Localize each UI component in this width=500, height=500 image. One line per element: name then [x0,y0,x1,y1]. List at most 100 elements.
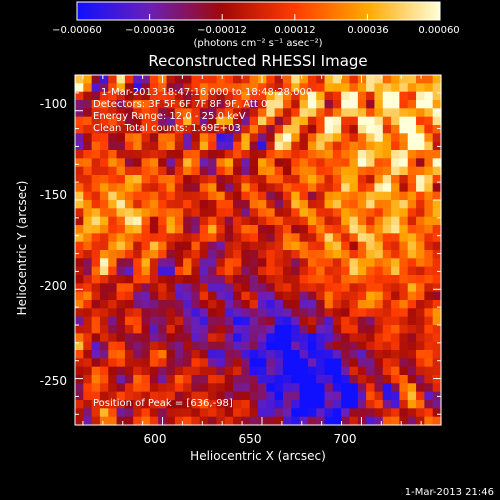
image-cell [108,75,118,84]
image-cell [199,75,209,84]
image-cell [166,108,176,118]
image-cell [391,266,401,276]
image-cell [258,258,267,268]
image-cell [174,333,184,343]
image-cell [324,416,334,426]
image-cell [407,391,417,401]
image-cell [432,183,442,193]
image-cell [199,325,209,334]
image-cell [399,308,409,318]
image-cell [407,200,417,209]
image-cell [116,200,126,209]
image-cell [366,416,376,426]
image-cell [382,416,392,426]
image-cell [258,333,267,343]
image-cell [366,100,376,109]
image-cell [416,183,425,193]
image-cell [241,191,251,201]
image-cell [291,283,301,293]
image-cell [332,150,342,159]
image-cell [183,158,193,168]
image-cell [324,391,334,401]
image-cell [391,275,401,284]
image-cell [307,191,317,201]
image-cell [357,241,367,251]
image-cell [108,233,118,243]
image-cell [158,233,168,243]
image-cell [83,100,93,109]
image-cell [424,108,434,118]
image-cell [316,383,326,393]
image-cell [282,233,292,243]
image-cell [299,108,309,118]
image-cell [116,141,126,151]
image-cell [124,116,134,126]
image-cell [241,200,251,209]
image-cell [191,216,201,226]
colorbar-tick-label: −0.00036 [125,25,175,36]
image-cell [224,325,234,334]
image-cell [141,191,151,201]
image-cell [83,325,93,334]
image-cell [83,141,93,151]
image-cell [316,408,326,418]
image-cell [357,308,367,318]
image-cell [174,341,184,351]
image-cell [224,258,234,268]
image-cell [382,375,392,384]
image-cell [233,208,242,218]
image-cell [241,175,251,184]
image-cell [391,233,401,243]
image-cell [224,175,234,184]
image-cell [241,291,251,301]
image-cell [307,166,317,176]
image-cell [266,158,276,168]
image-cell [108,116,118,126]
image-cell [224,241,234,251]
image-cell [258,341,267,351]
image-cell [332,291,342,301]
image-cell [299,241,309,251]
image-cell [291,225,301,234]
image-cell [316,208,326,218]
image-cell [374,241,384,251]
image-cell [199,391,209,401]
image-cell [241,408,251,418]
image-cell [282,108,292,118]
image-cell [183,300,193,309]
image-cell [249,75,259,84]
image-cell [75,316,84,326]
image-cell [399,316,409,326]
image-cell [324,250,334,259]
image-cell [241,283,251,293]
image-cell [357,316,367,326]
image-cell [208,391,218,401]
image-cell [366,141,376,151]
image-cell [199,400,209,409]
image-cell [149,125,159,134]
image-cell [158,400,168,409]
image-cell [83,300,93,309]
image-cell [349,225,359,234]
image-cell [83,225,93,234]
image-cell [357,283,367,293]
image-cell [399,158,409,168]
image-cell [233,316,242,326]
image-cell [141,100,151,109]
image-cell [149,316,159,326]
image-cell [249,91,259,101]
image-cell [91,358,101,368]
image-cell [233,283,242,293]
image-cell [341,233,351,243]
image-cell [282,133,292,143]
image-cell [199,158,209,168]
image-cell [75,300,84,309]
image-cell [399,341,409,351]
image-cell [199,191,209,201]
image-cell [258,275,267,284]
image-cell [407,375,417,384]
image-cell [241,375,251,384]
image-cell [158,150,168,159]
plot-frame [74,74,442,426]
image-cell [108,133,118,143]
